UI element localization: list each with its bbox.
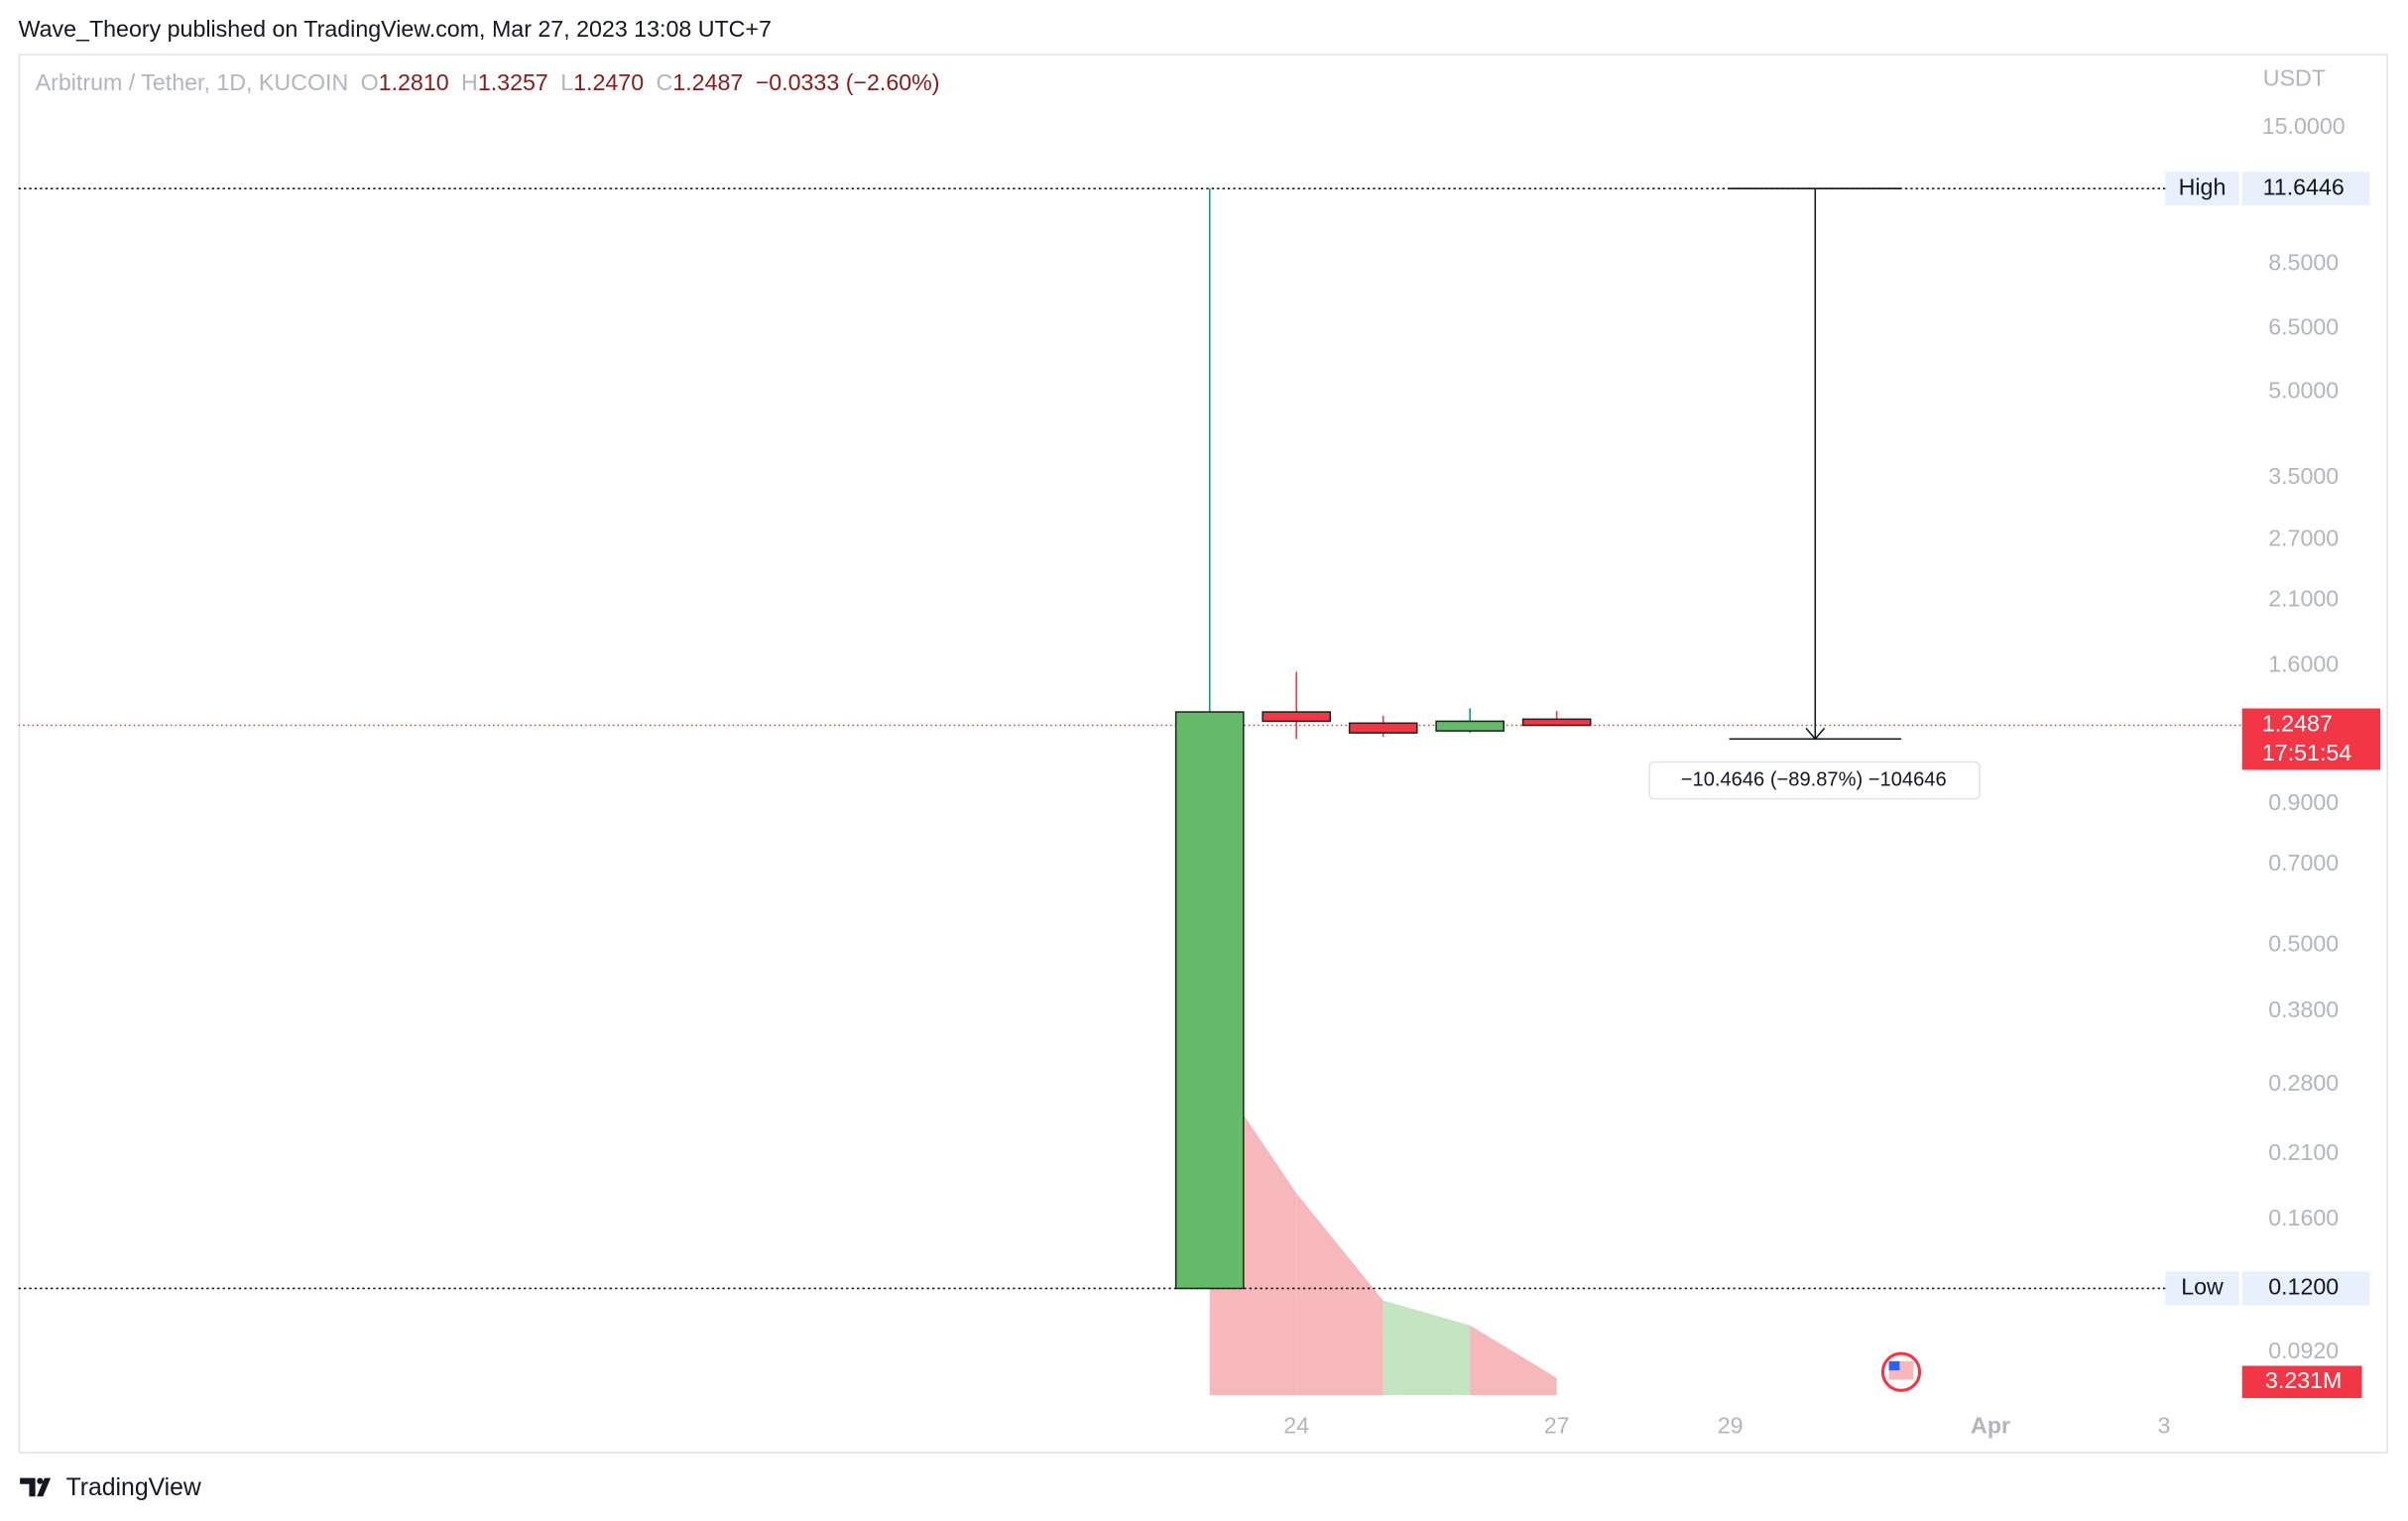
- y-tick-label: 0.0920: [2268, 1338, 2339, 1363]
- y-tick-label: 0.5000: [2268, 931, 2339, 957]
- price-line-value: 0.1200: [2268, 1274, 2339, 1300]
- x-tick-label: 24: [1283, 1413, 1309, 1439]
- y-tick-label: 6.5000: [2268, 314, 2339, 340]
- y-tick-label: 5.0000: [2268, 377, 2339, 403]
- candle-body: [1262, 711, 1332, 723]
- y-tick-label: 3.5000: [2268, 463, 2339, 489]
- volume-area: [1470, 1325, 1557, 1395]
- price-line-tag: [2165, 172, 2239, 206]
- legend-key: L: [560, 69, 573, 95]
- y-tick-label: 0.2100: [2268, 1139, 2339, 1165]
- volume-area: [1296, 1193, 1384, 1395]
- footer-logo: [20, 1477, 52, 1497]
- y-tick-label: 1.6000: [2268, 651, 2339, 677]
- x-tick-label: 27: [1544, 1413, 1570, 1439]
- x-tick-label: Apr: [1971, 1413, 2010, 1439]
- legend-value: 1.3257: [478, 69, 548, 95]
- volume-area: [1383, 1300, 1471, 1395]
- price-line-label: High: [2179, 174, 2227, 199]
- y-tick-label: 15.0000: [2262, 113, 2346, 139]
- last-price-value: 1.2487: [2262, 711, 2333, 737]
- volume-value: 3.231M: [2265, 1367, 2342, 1393]
- legend-value: 1.2810: [379, 69, 449, 95]
- candle-body: [1521, 718, 1592, 727]
- price-line-label: Low: [2181, 1274, 2224, 1300]
- price-line-tag: [2165, 1271, 2239, 1306]
- volume-box: [2241, 1365, 2362, 1399]
- y-tick-label: 8.5000: [2268, 250, 2339, 276]
- flag-icon: [1880, 1351, 1922, 1392]
- measure-box: [1648, 760, 1981, 800]
- legend-key: H: [461, 69, 478, 95]
- y-tick-label: 2.7000: [2268, 526, 2339, 551]
- y-tick-label: 2.1000: [2268, 586, 2339, 612]
- currency: USDT: [2263, 65, 2326, 91]
- measure-arrow: [1805, 727, 1826, 741]
- last-price-box: [2241, 708, 2381, 770]
- x-tick-label: 3: [2158, 1413, 2171, 1439]
- legend: Arbitrum / Tether, 1D, KUCOIN O1.2810 H1.3…: [36, 69, 940, 95]
- symbol: Arbitrum / Tether, 1D, KUCOIN: [36, 69, 349, 95]
- y-tick-label: 0.1600: [2268, 1205, 2339, 1230]
- candle-body: [1435, 720, 1505, 732]
- candle-body: [1174, 711, 1245, 1290]
- measure-label: −10.4646 (−89.87%) −104646: [1681, 768, 1947, 790]
- chart-frame: [18, 54, 2388, 1454]
- price-line-value: 11.6446: [2263, 174, 2345, 199]
- legend-change: −0.0333 (−2.60%): [756, 69, 940, 95]
- price-line-value-box: [2241, 172, 2370, 206]
- candle-body: [1348, 722, 1418, 734]
- legend-value: 1.2470: [573, 69, 644, 95]
- legend-value: 1.2487: [672, 69, 743, 95]
- footer: TradingView: [66, 1474, 201, 1501]
- legend-key: O: [361, 69, 379, 95]
- legend-key: C: [657, 69, 673, 95]
- y-tick-label: 0.2800: [2268, 1070, 2339, 1096]
- x-tick-label: 29: [1718, 1413, 1744, 1439]
- price-line-value-box: [2241, 1271, 2370, 1306]
- last-price-countdown: 17:51:54: [2262, 740, 2351, 765]
- y-tick-label: 0.3800: [2268, 996, 2339, 1022]
- y-tick-label: 0.9000: [2268, 789, 2339, 815]
- header: Wave_Theory published on TradingView.com…: [19, 16, 772, 42]
- y-tick-label: 0.7000: [2268, 850, 2339, 876]
